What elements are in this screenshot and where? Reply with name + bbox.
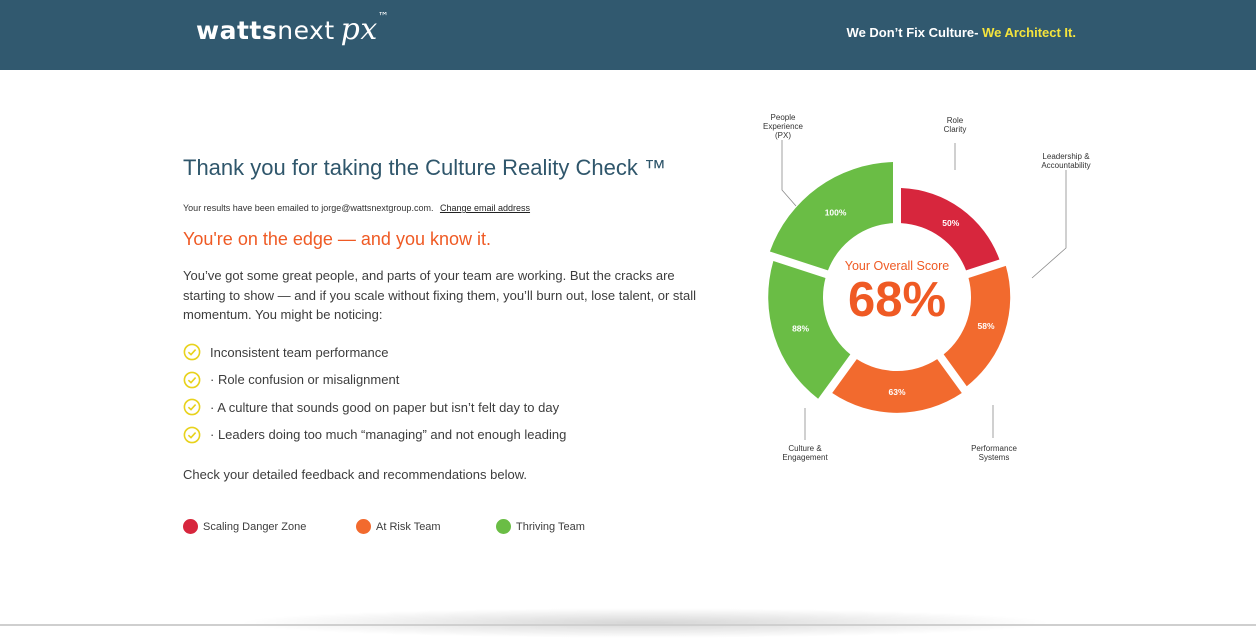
list-item-text: · Role confusion or misalignment — [210, 372, 400, 388]
symptom-checklist: Inconsistent team performance · Role con… — [183, 339, 703, 449]
list-item: Inconsistent team performance — [183, 339, 703, 367]
logo-word-next: next — [277, 16, 335, 45]
tagline-part1: We Don’t Fix Culture- — [846, 25, 979, 40]
logo-trademark: ™ — [377, 10, 390, 23]
logo-px: px — [340, 12, 378, 47]
list-item-text: · A culture that sounds good on paper bu… — [210, 399, 560, 415]
score-legend: Scaling Danger Zone At Risk Team Thrivin… — [183, 519, 585, 534]
list-item: · Leaders doing too much “managing” and … — [183, 421, 703, 449]
check-circle-icon — [183, 426, 201, 444]
result-description: You’ve got some great people, and parts … — [183, 268, 697, 322]
legend-item-at-risk: At Risk Team — [356, 519, 496, 534]
donut-chart-svg: 50% 58% 63% 88% 100% — [768, 140, 1067, 440]
logo-word-watts: watts — [196, 16, 278, 45]
overall-score-donut-chart: 50% 58% 63% 88% 100% Your Overall Score 68% … — [740, 100, 1091, 480]
category-label: Performance Systems — [971, 444, 1017, 462]
brand-logo[interactable]: wattsnext px™ — [196, 10, 390, 47]
leader-line — [781, 140, 797, 207]
page-title: Thank you for taking the Culture Reality… — [183, 155, 667, 180]
donut-slice — [768, 261, 851, 399]
leader-line — [1031, 170, 1067, 279]
legend-swatch-red — [183, 519, 198, 534]
legend-swatch-green — [496, 519, 511, 534]
donut-slice — [900, 187, 1000, 271]
category-label: Role Clarity — [943, 116, 967, 134]
overall-score-value: 68% — [847, 273, 947, 327]
legend-label: At Risk Team — [376, 520, 441, 533]
change-email-link[interactable]: Change email address — [439, 203, 531, 213]
list-item-text: · Leaders doing too much “managing” and … — [210, 427, 567, 443]
legend-swatch-orange — [356, 519, 371, 534]
overall-score-label: Your Overall Score — [844, 259, 950, 273]
slice-value-label: 50% — [942, 218, 959, 228]
legend-item-thriving: Thriving Team — [496, 519, 585, 534]
legend-item-danger: Scaling Danger Zone — [183, 519, 356, 534]
tagline-highlight: We Architect It. — [978, 25, 1076, 40]
list-item-text: Inconsistent team performance — [210, 344, 389, 360]
slice-value-label: 63% — [888, 387, 905, 397]
header-tagline: We Don’t Fix Culture- We Architect It. — [847, 25, 1076, 40]
page-bottom-border — [0, 624, 1256, 626]
results-content: Thank you for taking the Culture Reality… — [183, 155, 703, 482]
category-label: Leadership & Accountability — [1041, 152, 1091, 170]
email-confirmation: Your results have been emailed to jorge@… — [183, 203, 703, 213]
result-subheadline: You're on the edge — and you know it. — [183, 229, 491, 249]
slice-value-label: 100% — [825, 207, 847, 217]
feedback-note: Check your detailed feedback and recomme… — [183, 466, 527, 482]
donut-slice — [943, 265, 1011, 387]
check-circle-icon — [183, 398, 201, 416]
slice-value-label: 58% — [978, 321, 995, 331]
donut-slice — [769, 162, 894, 271]
legend-label: Thriving Team — [516, 520, 585, 533]
slice-value-label: 88% — [792, 323, 809, 333]
category-label: People Experience (PX) — [762, 113, 804, 140]
list-item: · A culture that sounds good on paper bu… — [183, 394, 703, 422]
list-item: · Role confusion or misalignment — [183, 366, 703, 394]
donut-slice — [832, 359, 962, 413]
category-label: Culture & Engagement — [782, 444, 828, 462]
legend-label: Scaling Danger Zone — [203, 520, 307, 533]
check-circle-icon — [183, 371, 201, 389]
email-confirmation-text: Your results have been emailed to jorge@… — [183, 203, 434, 213]
check-circle-icon — [183, 343, 201, 361]
content-card-shadow — [235, 608, 1055, 638]
site-header: wattsnext px™ We Don’t Fix Culture- We Ar… — [0, 0, 1256, 70]
